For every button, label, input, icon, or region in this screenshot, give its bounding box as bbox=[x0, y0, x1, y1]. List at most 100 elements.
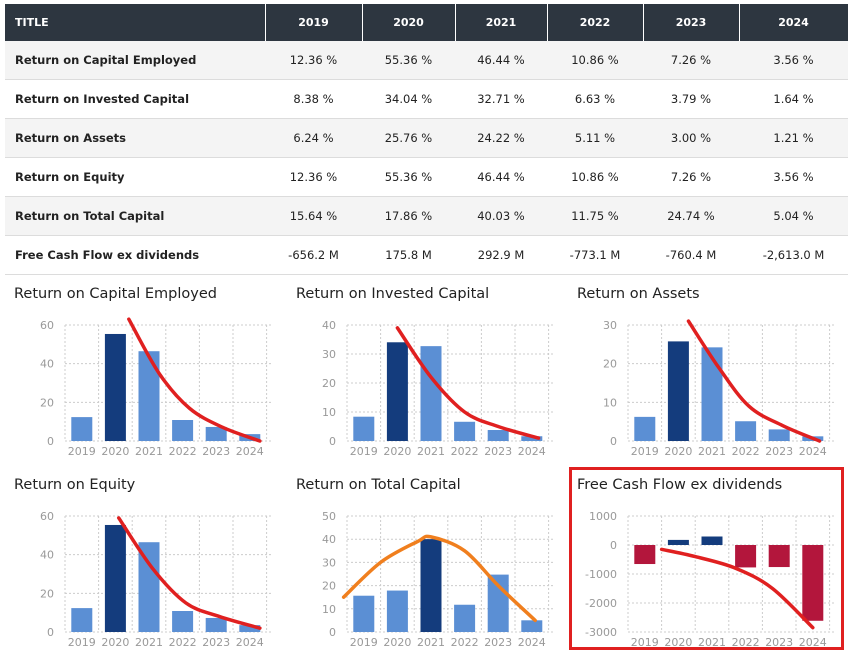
y-tick-label: 40 bbox=[40, 549, 54, 562]
bar bbox=[104, 524, 126, 632]
chart-panel-return-on-assets: Return on Assets 0 10 20 30 2019 2020 2021 2022… bbox=[567, 283, 837, 463]
table-cell: 25.76 % bbox=[362, 118, 455, 158]
chart-panel-return-on-capital-employed: Return on Capital Employed 0 20 40 60 2019 20… bbox=[4, 283, 274, 463]
bar bbox=[205, 617, 227, 632]
table-cell: 24.74 % bbox=[643, 196, 739, 236]
bar bbox=[71, 417, 93, 441]
y-tick-label: 40 bbox=[322, 533, 336, 546]
chart-panel-return-on-total-capital: Return on Total Capital 0 10 20 30 40 50 2019 2… bbox=[286, 474, 556, 654]
table-cell: 46.44 % bbox=[455, 41, 547, 80]
chart-return-on-assets: 0 10 20 30 2019 2020 2021 2022 2023 2024 bbox=[603, 319, 835, 458]
table-row: Free Cash Flow ex dividends -656.2 M 175… bbox=[5, 235, 848, 275]
bar bbox=[172, 611, 194, 632]
bar bbox=[667, 341, 689, 441]
bar bbox=[386, 342, 408, 441]
chart-title: Return on Invested Capital bbox=[296, 286, 490, 302]
chart-return-on-capital-employed: 0 20 40 60 2019 2020 2021 2022 2023 2024 bbox=[40, 317, 272, 458]
x-tick-label: 2022 bbox=[732, 636, 760, 649]
bar bbox=[667, 539, 689, 545]
y-tick-label: 60 bbox=[40, 319, 54, 332]
header-year: 2023 bbox=[643, 4, 740, 41]
y-tick-label: 10 bbox=[322, 603, 336, 616]
table-cell: 34.04 % bbox=[362, 79, 455, 119]
row-label: Return on Capital Employed bbox=[5, 41, 265, 80]
table-cell: 5.04 % bbox=[739, 196, 848, 236]
bar bbox=[353, 595, 375, 632]
table-row: Return on Capital Employed 12.36 % 55.36… bbox=[5, 41, 848, 80]
x-tick-label: 2021 bbox=[698, 445, 726, 458]
y-tick-label: 0 bbox=[610, 435, 617, 448]
chart-return-on-total-capital: 0 10 20 30 40 50 2019 2020 2021 2022 2023 2024 bbox=[322, 510, 554, 649]
chart-title: Return on Total Capital bbox=[296, 477, 461, 493]
y-tick-label: 20 bbox=[322, 580, 336, 593]
x-tick-label: 2024 bbox=[518, 636, 546, 649]
chart-title: Return on Capital Employed bbox=[14, 286, 217, 302]
x-tick-label: 2020 bbox=[664, 636, 692, 649]
chart-return-on-equity: 0 20 40 60 2019 2020 2021 2022 2023 2024 bbox=[40, 510, 272, 649]
x-tick-label: 2019 bbox=[350, 636, 378, 649]
table-cell: 7.26 % bbox=[643, 41, 739, 80]
table-cell: 6.24 % bbox=[265, 118, 362, 158]
y-tick-label: -1000 bbox=[585, 568, 617, 581]
bar bbox=[353, 416, 375, 441]
table-cell: 1.64 % bbox=[739, 79, 848, 119]
table-cell: 12.36 % bbox=[265, 41, 362, 80]
x-tick-label: 2020 bbox=[101, 445, 129, 458]
y-tick-label: 20 bbox=[322, 377, 336, 390]
table-cell: 15.64 % bbox=[265, 196, 362, 236]
x-tick-label: 2020 bbox=[101, 636, 129, 649]
y-tick-label: 30 bbox=[322, 348, 336, 361]
trend-annotation-curve bbox=[341, 534, 537, 623]
bar bbox=[454, 604, 476, 632]
y-tick-label: -3000 bbox=[585, 626, 617, 639]
x-tick-label: 2021 bbox=[135, 636, 163, 649]
y-tick-label: 0 bbox=[47, 626, 54, 639]
table-cell: 3.56 % bbox=[739, 157, 848, 197]
bar bbox=[71, 608, 93, 632]
chart-return-on-invested-capital: 0 10 20 30 40 2019 2020 2021 2022 2023 2024 bbox=[322, 319, 554, 458]
table-cell: 175.8 M bbox=[362, 235, 455, 275]
trend-annotation-curve bbox=[127, 317, 262, 443]
table-cell: -2,613.0 M bbox=[739, 235, 848, 275]
table-cell: 10.86 % bbox=[547, 157, 643, 197]
x-tick-label: 2023 bbox=[765, 445, 793, 458]
table-cell: -773.1 M bbox=[547, 235, 643, 275]
bar bbox=[454, 421, 476, 441]
row-label: Return on Invested Capital bbox=[5, 79, 265, 119]
table-cell: 12.36 % bbox=[265, 157, 362, 197]
x-tick-label: 2022 bbox=[451, 636, 479, 649]
trend-annotation-curve bbox=[659, 547, 815, 630]
table-cell: 32.71 % bbox=[455, 79, 547, 119]
header-year: 2020 bbox=[362, 4, 456, 41]
bar bbox=[138, 351, 160, 441]
y-tick-label: 20 bbox=[40, 587, 54, 600]
table-row: Return on Invested Capital 8.38 % 34.04 … bbox=[5, 79, 848, 119]
metrics-table: TITLE 2019 2020 2021 2022 2023 2024 Retu… bbox=[5, 4, 849, 275]
x-tick-label: 2021 bbox=[135, 445, 163, 458]
chart-title: Return on Equity bbox=[14, 477, 136, 493]
table-cell: 292.9 M bbox=[455, 235, 547, 275]
row-label: Return on Equity bbox=[5, 157, 265, 197]
table-cell: 10.86 % bbox=[547, 41, 643, 80]
x-tick-label: 2019 bbox=[631, 636, 659, 649]
bar bbox=[701, 536, 723, 545]
bar bbox=[420, 539, 442, 632]
table-cell: 46.44 % bbox=[455, 157, 547, 197]
y-tick-label: 0 bbox=[610, 539, 617, 552]
x-tick-label: 2020 bbox=[383, 636, 411, 649]
x-tick-label: 2023 bbox=[202, 445, 230, 458]
chart-title: Return on Assets bbox=[577, 286, 700, 302]
y-tick-label: 20 bbox=[40, 396, 54, 409]
bar bbox=[487, 430, 509, 441]
x-tick-label: 2024 bbox=[236, 445, 264, 458]
row-label: Return on Assets bbox=[5, 118, 265, 158]
chart-panel-return-on-invested-capital: Return on Invested Capital 0 10 20 30 40 2019… bbox=[286, 283, 556, 463]
x-tick-label: 2020 bbox=[664, 445, 692, 458]
bar bbox=[634, 545, 656, 565]
y-tick-label: 20 bbox=[603, 358, 617, 371]
table-row: Return on Assets 6.24 % 25.76 % 24.22 % … bbox=[5, 118, 848, 158]
header-year: 2021 bbox=[455, 4, 548, 41]
y-tick-label: 0 bbox=[329, 435, 336, 448]
bar bbox=[701, 347, 723, 441]
header-year: 2024 bbox=[739, 4, 849, 41]
